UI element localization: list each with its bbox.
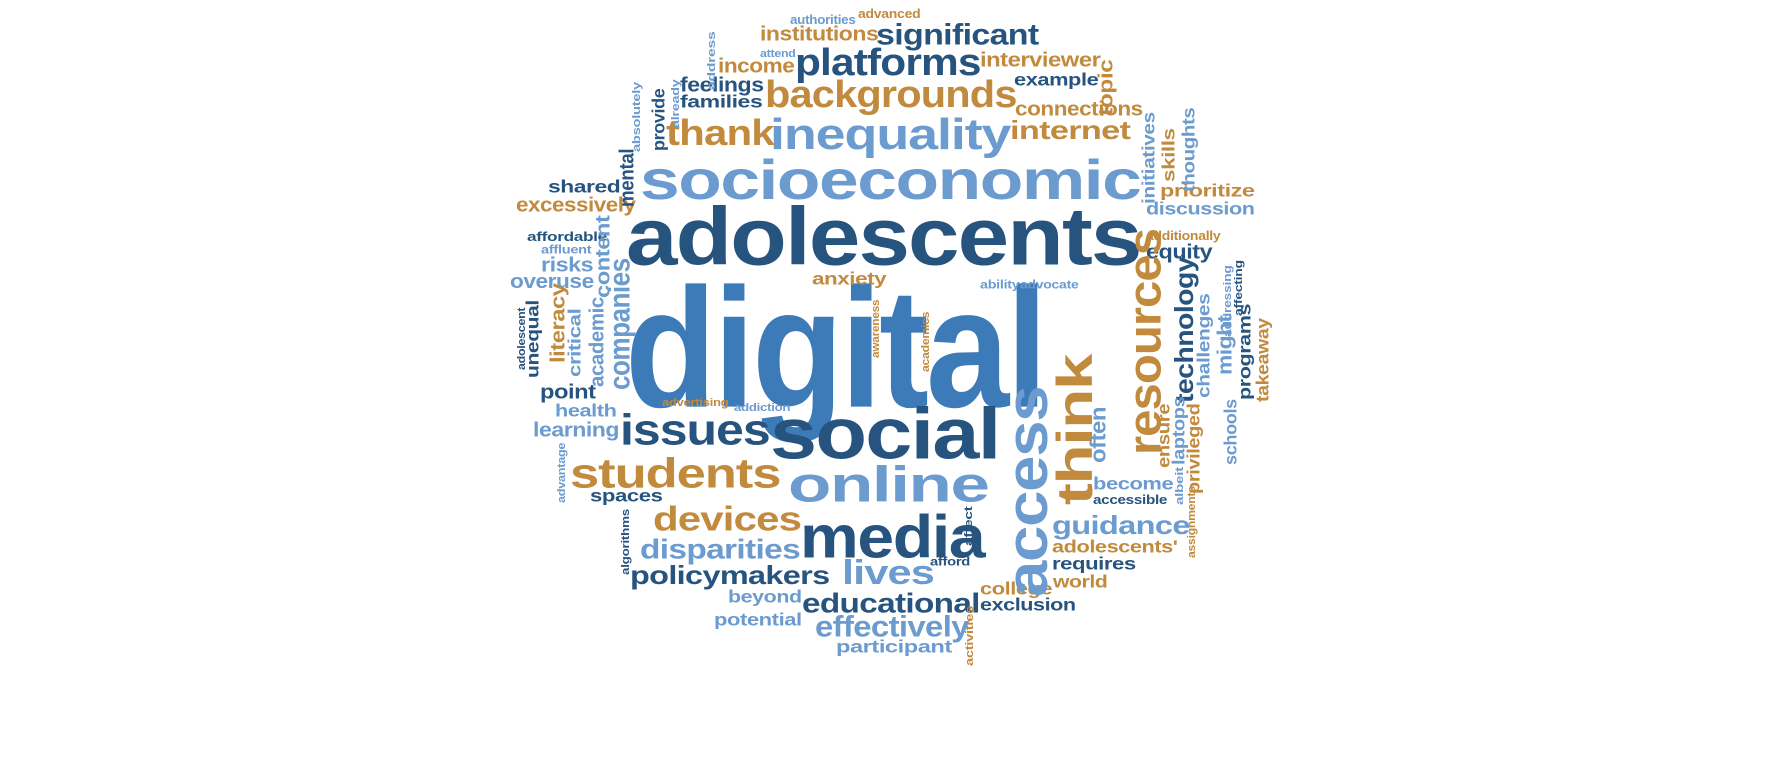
word-overuse: overuse (510, 270, 594, 293)
word-feelings: feelings (680, 73, 764, 96)
word-policymakers: policymakers (630, 561, 830, 590)
word-social: social (770, 393, 1001, 475)
word-additionally: additionally (1146, 228, 1221, 243)
word-devices: devices (653, 501, 802, 539)
word-adolescents-possessive: adolescents' (1052, 537, 1178, 557)
word-digital: digital (625, 253, 1048, 444)
word-critical: critical (565, 308, 585, 377)
word-academic: academic (585, 297, 608, 387)
word-topic: topic (1094, 59, 1117, 116)
word-affluent: affluent (541, 242, 592, 256)
word-affect: affect (962, 506, 975, 546)
word-significant: significant (876, 18, 1039, 52)
word-spaces: spaces (590, 486, 663, 506)
word-advantage: advantage (555, 442, 568, 503)
word-equity: equity (1146, 240, 1213, 263)
word-families: families (680, 92, 763, 112)
word-anxiety: anxiety (812, 269, 887, 289)
word-interviewer: interviewer (980, 48, 1101, 71)
word-issues: issues (620, 405, 771, 455)
word-income: income (718, 54, 795, 77)
word-takeaway: takeaway (1253, 318, 1273, 402)
word-risks: risks (541, 253, 594, 276)
word-accessible: accessible (1093, 492, 1168, 507)
word-already: already (669, 79, 682, 128)
word-addiction: addiction (734, 401, 791, 414)
word-socioeconomic: socioeconomic (640, 148, 1142, 212)
word-address: address (705, 31, 718, 90)
word-provide: provide (649, 88, 669, 151)
word-potential: potential (714, 610, 802, 630)
word-activities: activities (963, 606, 976, 666)
word-inequality: inequality (770, 109, 1011, 159)
word-thank: thank (666, 112, 775, 153)
word-privileged: privileged (1184, 403, 1204, 494)
word-thoughts: thoughts (1179, 107, 1199, 192)
word-platforms: platforms (795, 41, 981, 84)
word-challenges: challenges (1194, 293, 1214, 398)
word-access: online (788, 456, 990, 513)
word-schools: schools (1221, 399, 1241, 465)
word-disparities: disparities (640, 533, 801, 565)
word-beyond: beyond (728, 587, 802, 607)
word-authorities: authorities (790, 12, 856, 27)
word-internet: internet (1010, 116, 1131, 145)
word-skills: skills (1159, 128, 1179, 182)
word-often: often (1085, 407, 1111, 463)
word-attend: attend (760, 47, 796, 60)
word-excessively: excessively (516, 193, 636, 216)
word-learning: learning (533, 418, 620, 441)
word-adolescent: adolescent (515, 307, 528, 370)
word-backgrounds: backgrounds (765, 73, 1017, 116)
word-point: point (540, 380, 596, 403)
word-shared: shared (548, 177, 621, 197)
word-adolescents: adolescents (626, 191, 1142, 283)
word-advanced: advanced (858, 6, 921, 21)
word-become: become (1093, 474, 1174, 494)
word-health: health (555, 401, 617, 421)
word-prioritize: prioritize (1160, 181, 1255, 201)
word-programs: programs (1235, 303, 1255, 400)
word-requires: requires (1052, 554, 1136, 574)
word-guidance: guidance (1052, 511, 1191, 540)
word-effectively: effectively (815, 610, 970, 644)
word-content: content (591, 215, 614, 298)
word-assignments: assignments (1185, 486, 1198, 558)
word-initiatives: initiatives (1139, 112, 1159, 204)
word-ability: ability (980, 277, 1020, 291)
word-awareness: awareness (869, 299, 882, 358)
word-affordable: affordable (527, 229, 607, 244)
word-participant: participant (836, 637, 952, 657)
word-algorithms: algorithms (619, 509, 632, 575)
word-lives: lives (842, 554, 935, 592)
word-absolutely: absolutely (630, 82, 643, 152)
word-advertising: advertising (662, 396, 729, 409)
word-educational: educational (802, 587, 980, 619)
word-institutions: institutions (760, 22, 879, 45)
word-discussion: discussion (1146, 199, 1255, 219)
word-affecting: affecting (1232, 260, 1245, 316)
word-exclusion: exclusion (980, 595, 1076, 615)
word-world: world (1053, 572, 1108, 592)
word-connections: connections (1015, 97, 1143, 120)
word-academics: academics (919, 311, 932, 372)
word-media: media (800, 503, 986, 571)
word-mental: mental (615, 148, 638, 207)
word-afford: afford (930, 554, 970, 568)
word-students: students (570, 449, 781, 497)
word-example: example (1014, 70, 1099, 90)
word-advocate: advocate (1020, 277, 1079, 291)
word-college: college (980, 579, 1053, 599)
